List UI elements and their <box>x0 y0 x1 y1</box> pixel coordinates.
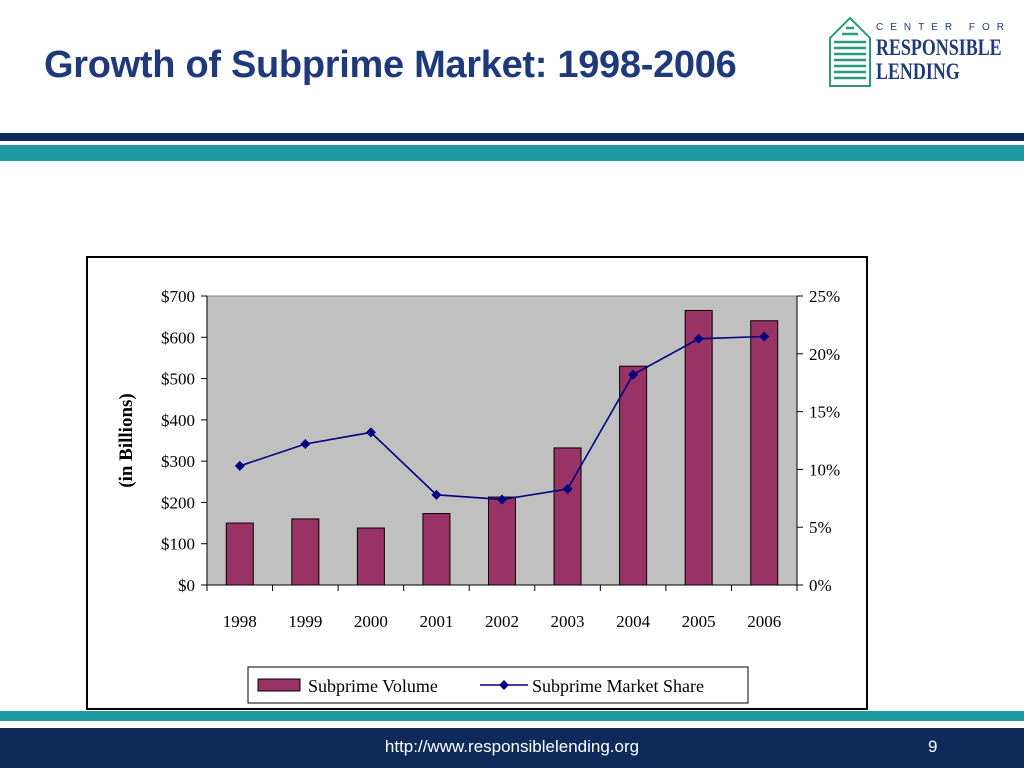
legend-label-volume: Subprime Volume <box>308 676 438 696</box>
x-tick-label: 1998 <box>223 612 257 631</box>
footer-url[interactable]: http://www.responsiblelending.org <box>384 737 640 756</box>
right-tick-label: 25% <box>809 287 840 306</box>
bar <box>291 518 320 586</box>
logo-line1: CENTER FOR <box>876 22 1011 33</box>
market-share-point <box>300 438 311 449</box>
x-tick-label: 2002 <box>485 612 519 631</box>
bar <box>488 496 516 586</box>
left-tick-label: $400 <box>161 411 195 430</box>
right-tick-label: 15% <box>809 403 840 422</box>
x-tick-label: 2001 <box>419 612 453 631</box>
bar <box>422 513 451 586</box>
bar <box>619 365 648 586</box>
legend-bar-swatch <box>257 678 301 692</box>
bar <box>553 447 582 586</box>
chart-frame: $0 $100 $200 $300 $400 $500 $600 $700 0% 5% 10% 15%… <box>86 256 868 710</box>
footer-bar: http://www.responsiblelending.org 9 <box>0 728 1024 768</box>
x-tick-label: 2006 <box>747 612 781 631</box>
bar <box>684 309 713 586</box>
market-share-point <box>234 460 245 471</box>
left-tick-label: $0 <box>178 576 195 595</box>
left-tick-label: $600 <box>161 328 195 347</box>
right-tick-label: 20% <box>809 345 840 364</box>
market-share-point <box>497 494 507 505</box>
bar <box>750 320 779 586</box>
left-tick-label: $300 <box>161 452 195 471</box>
x-tick-label: 2003 <box>551 612 585 631</box>
bar <box>225 522 254 586</box>
logo-building-icon <box>829 16 871 87</box>
page-number: 9 <box>928 737 938 756</box>
market-share-point <box>431 489 442 500</box>
chart: $0 $100 $200 $300 $400 $500 $600 $700 0% 5% 10% 15%… <box>116 287 840 704</box>
market-share-point <box>628 369 639 380</box>
left-tick-label: $200 <box>161 493 195 512</box>
bar <box>356 527 385 586</box>
x-tick-label: 1999 <box>288 612 322 631</box>
x-tick-label: 2005 <box>682 612 716 631</box>
left-tick-label: $500 <box>161 370 195 389</box>
left-tick-label: $700 <box>161 287 195 306</box>
header-rule-navy <box>0 133 1024 141</box>
logo-line2: RESPONSIBLE <box>876 35 1002 60</box>
right-tick-label: 0% <box>809 576 832 595</box>
header-rule-teal <box>0 145 1024 161</box>
left-tick-label: $100 <box>161 535 195 554</box>
market-share-point <box>365 427 376 438</box>
slide-title: Growth of Subprime Market: 1998-2006 <box>44 44 737 86</box>
right-tick-label: 10% <box>809 460 840 479</box>
y-axis-title: (in Billions) <box>116 393 137 488</box>
market-share-point <box>562 484 573 495</box>
footer-rule-teal <box>0 711 1024 721</box>
legend-label-share: Subprime Market Share <box>532 676 704 696</box>
logo: CENTER FOR RESPONSIBLE LENDING <box>828 16 1004 88</box>
market-share-point <box>693 333 704 344</box>
right-tick-label: 5% <box>809 518 832 537</box>
market-share-point <box>759 331 770 342</box>
logo-line3: LENDING <box>876 59 960 84</box>
legend-marker <box>499 680 509 690</box>
x-tick-label: 2000 <box>354 612 388 631</box>
x-tick-label: 2004 <box>616 612 651 631</box>
